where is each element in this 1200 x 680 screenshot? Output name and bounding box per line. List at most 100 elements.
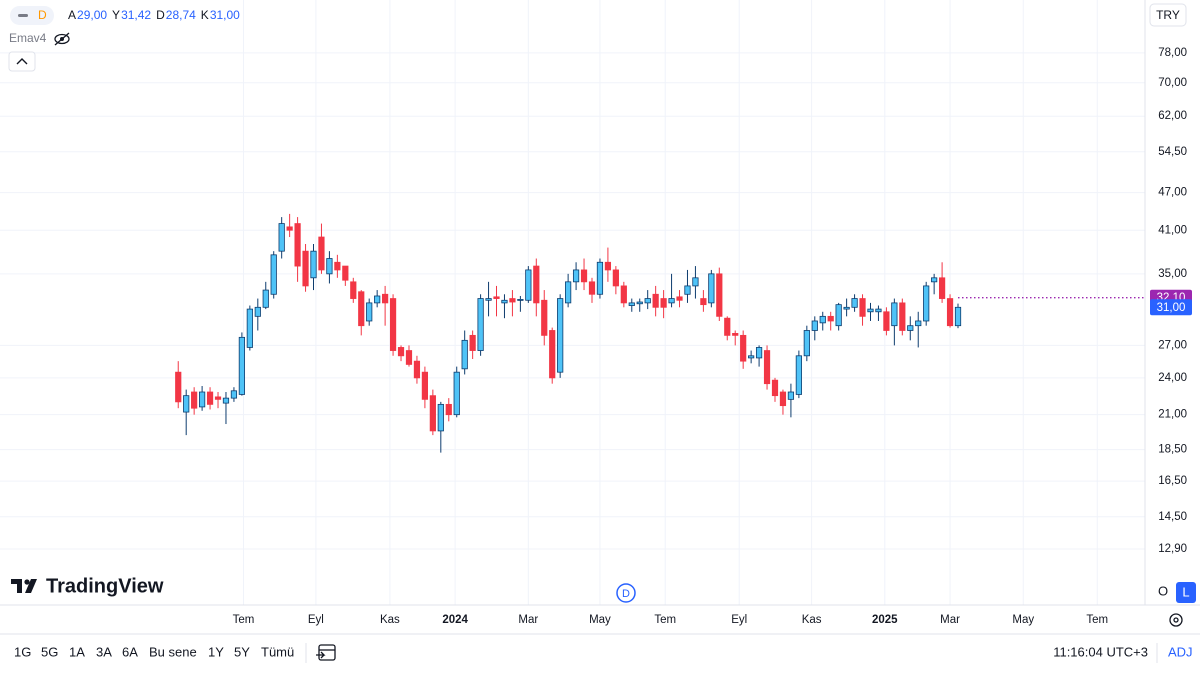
candles <box>175 213 1145 453</box>
x-tick-label: Tem <box>1086 614 1108 626</box>
candle-body <box>700 298 707 306</box>
range-button[interactable]: 1A <box>69 644 85 659</box>
candle-body <box>326 258 333 275</box>
candle-body <box>302 250 309 287</box>
range-button[interactable]: 5Y <box>234 644 250 659</box>
candle-body <box>938 277 946 299</box>
interval-pill[interactable] <box>10 6 54 25</box>
candle-body <box>588 281 596 295</box>
candle-body <box>795 355 802 395</box>
y-tick-label: 14,50 <box>1158 511 1187 523</box>
range-button[interactable]: 1G <box>14 644 31 659</box>
candle-body <box>453 371 460 416</box>
candle-body <box>644 298 651 304</box>
candle-body <box>413 360 421 379</box>
interval: D <box>38 8 47 22</box>
y-tick-label: 35,00 <box>1158 268 1187 280</box>
event-marker[interactable] <box>616 583 636 603</box>
candle-body <box>429 395 436 432</box>
candle-body <box>517 299 524 301</box>
currency-button[interactable] <box>1149 3 1187 27</box>
y-tick-label: 18,50 <box>1158 444 1187 456</box>
ohlc-key: K <box>201 8 209 22</box>
candle-body <box>883 311 890 331</box>
x-tick-label: May <box>1012 614 1034 626</box>
candle-body <box>358 291 365 327</box>
candle-body <box>612 269 619 287</box>
candle-body <box>835 304 842 327</box>
candle-body <box>692 277 699 287</box>
candle-body <box>405 350 413 365</box>
y-tick-label: 24,00 <box>1158 372 1187 384</box>
candle-body <box>469 334 476 351</box>
candle-body <box>891 302 898 327</box>
x-tick-label: Eyl <box>308 614 324 626</box>
ohlc-legend: A 29,00 Y 31,42 D 28,74 K 31,00 <box>68 8 240 22</box>
candle-body <box>755 347 763 359</box>
candle-body <box>787 391 795 400</box>
candle-body <box>811 320 818 331</box>
candle-body <box>183 395 190 413</box>
candle-body <box>533 265 540 304</box>
grid <box>0 0 1145 605</box>
candle-body <box>318 236 325 271</box>
candle-body <box>851 298 858 308</box>
range-button[interactable]: 3A <box>96 644 112 659</box>
candle-body <box>763 350 771 385</box>
candle-body <box>238 336 245 395</box>
hide-icon[interactable] <box>54 32 70 46</box>
candle-body <box>541 299 548 336</box>
y-tick-label: 54,50 <box>1158 146 1187 158</box>
range-button[interactable]: 6A <box>122 644 138 659</box>
candle-body <box>827 315 834 322</box>
candle-body <box>246 308 253 348</box>
candle-body <box>931 277 938 283</box>
candle-body <box>509 298 516 303</box>
candle-body <box>549 330 556 379</box>
candle-body <box>565 281 572 304</box>
ohlc-key: Y <box>112 8 120 22</box>
candle-body <box>859 298 866 317</box>
candle-body <box>445 403 452 416</box>
candle-body <box>724 317 731 336</box>
collapse-button[interactable] <box>8 51 36 72</box>
x-tick-label: 2024 <box>442 614 468 626</box>
y-tick-label: 78,00 <box>1158 47 1187 59</box>
range-button[interactable]: 5G <box>41 644 58 659</box>
y-tick-label: 21,00 <box>1158 409 1187 421</box>
price-label-box <box>1150 299 1192 316</box>
candle-body <box>294 223 301 267</box>
adj-button[interactable]: ADJ <box>1168 644 1193 659</box>
candle-body <box>557 298 564 373</box>
range-button[interactable]: 1Y <box>208 644 224 659</box>
candle-body <box>222 397 230 404</box>
candle-body <box>819 315 826 324</box>
range-button[interactable]: Bu sene <box>149 644 197 659</box>
range-button[interactable]: Tümü <box>261 644 294 659</box>
ohlc-value: 31,00 <box>210 8 240 22</box>
candle-body <box>596 261 604 295</box>
scale-button[interactable]: O <box>1158 583 1168 598</box>
candle-body <box>421 371 429 400</box>
candle-body <box>580 269 588 283</box>
scale-button[interactable]: L <box>1182 584 1189 599</box>
y-tick-label: 16,50 <box>1158 475 1187 487</box>
pill-icon <box>18 14 28 17</box>
x-tick-label: May <box>589 614 611 626</box>
candle-body <box>286 226 293 231</box>
x-tick-label: Eyl <box>731 614 747 626</box>
x-tick-label: Tem <box>233 614 255 626</box>
x-tick-label: Mar <box>940 614 960 626</box>
candle-body <box>660 298 667 308</box>
x-tick-label: Mar <box>518 614 538 626</box>
date-range-icon[interactable] <box>316 644 336 661</box>
candle-body <box>732 333 739 336</box>
clock: 11:16:04 UTC+3 <box>1053 644 1148 659</box>
candle-body <box>628 302 635 306</box>
candle-body <box>199 391 206 408</box>
candle-body <box>389 298 397 351</box>
ohlc-value: 28,74 <box>166 8 196 22</box>
settings-icon[interactable] <box>1169 613 1183 627</box>
y-tick-label: 41,00 <box>1158 224 1187 236</box>
scale-button-active[interactable] <box>1176 582 1196 603</box>
